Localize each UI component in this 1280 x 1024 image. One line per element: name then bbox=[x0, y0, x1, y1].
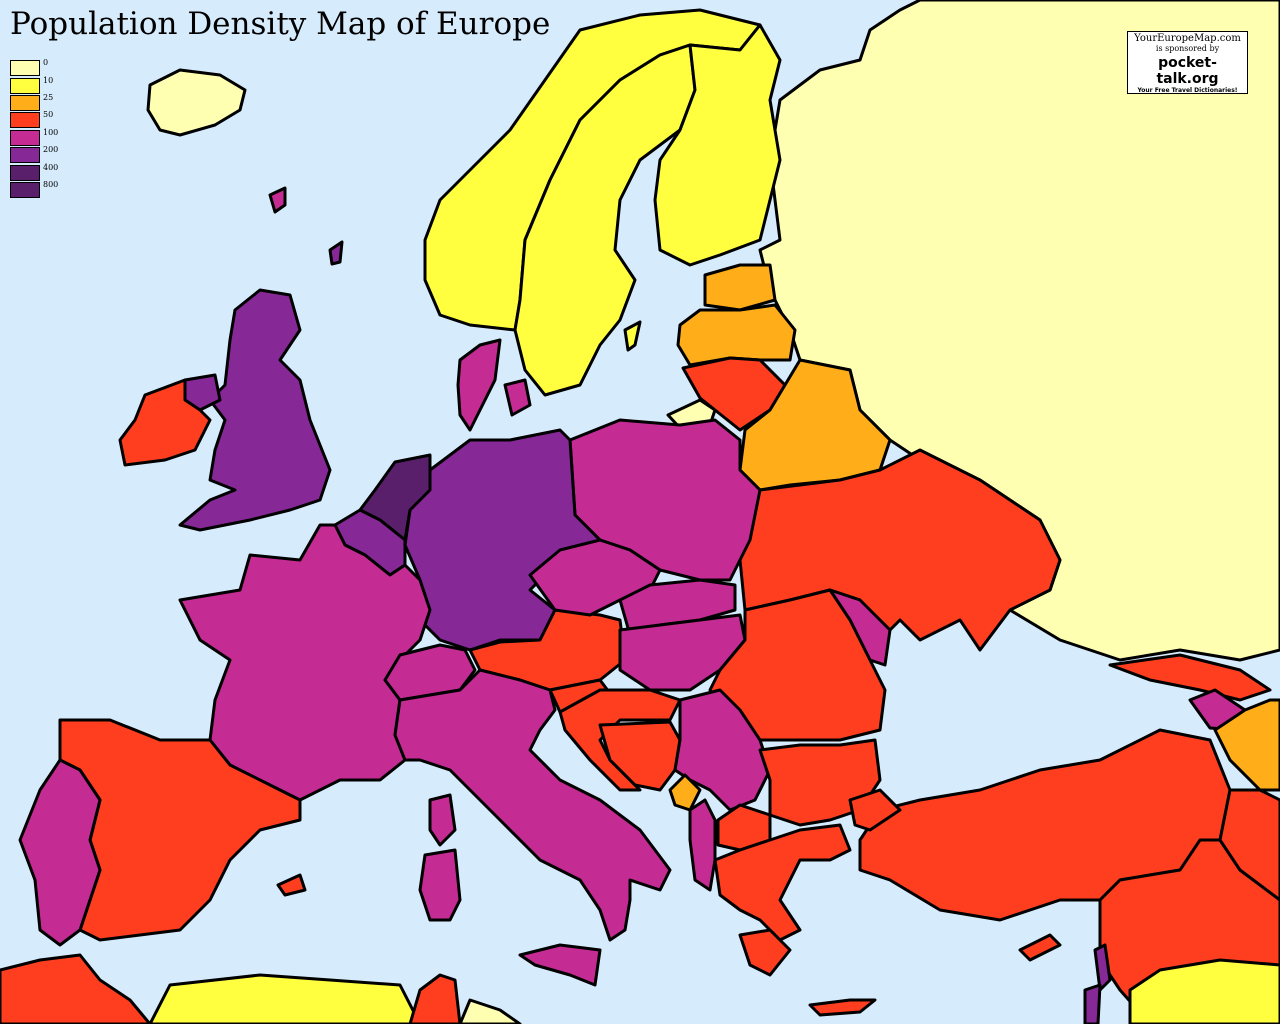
legend-item: 800 bbox=[10, 179, 59, 199]
region-jordan bbox=[1128, 958, 1280, 1024]
legend-label: 50 bbox=[43, 110, 54, 120]
region-sweden bbox=[513, 43, 697, 397]
sponsor-brand[interactable]: pocket-talk.org bbox=[1156, 55, 1219, 87]
region-turkey-thrace bbox=[848, 788, 902, 832]
region-portugal bbox=[18, 758, 102, 947]
region-azerbaijan bbox=[1213, 698, 1280, 792]
region-greece bbox=[713, 823, 852, 942]
legend-swatch bbox=[10, 164, 40, 181]
region-bosnia bbox=[598, 720, 682, 792]
region-romania bbox=[708, 588, 887, 742]
region-georgia bbox=[1108, 653, 1272, 702]
region-montenegro bbox=[668, 773, 702, 812]
region-italy bbox=[393, 668, 672, 942]
region-libya bbox=[458, 998, 522, 1024]
page-title: Population Density Map of Europe bbox=[10, 6, 551, 42]
legend-label: 100 bbox=[43, 127, 59, 137]
region-iceland bbox=[146, 68, 247, 137]
legend-label: 800 bbox=[43, 179, 59, 189]
legend-label: 200 bbox=[43, 145, 59, 155]
region-croatia bbox=[558, 688, 682, 792]
legend-swatch bbox=[10, 181, 40, 198]
legend-item: 10 bbox=[10, 75, 58, 94]
legend-label: 10 bbox=[43, 75, 54, 85]
region-iraq bbox=[1218, 788, 1280, 902]
sponsor-box[interactable]: YourEuropeMap.com is sponsored by pocket… bbox=[1127, 31, 1248, 94]
region-denmark bbox=[456, 338, 502, 432]
legend-item: 0 bbox=[10, 58, 58, 77]
legend-item: 200 bbox=[10, 145, 59, 164]
region-finland bbox=[653, 23, 782, 267]
region-denmark-isl bbox=[503, 378, 532, 417]
region-shetland bbox=[328, 240, 344, 266]
region-estonia bbox=[703, 263, 777, 312]
legend-item: 400 bbox=[10, 162, 59, 181]
legend-swatch bbox=[10, 77, 40, 94]
legend-swatch bbox=[10, 147, 40, 164]
region-balearic bbox=[276, 873, 307, 897]
legend-label: 0 bbox=[43, 58, 49, 68]
sponsor-site[interactable]: YourEuropeMap.com bbox=[1134, 33, 1241, 44]
region-albania bbox=[688, 798, 717, 892]
legend-swatch bbox=[10, 60, 40, 77]
legend-swatch bbox=[10, 112, 40, 129]
region-sicily bbox=[518, 943, 602, 987]
region-israel bbox=[1083, 983, 1102, 1024]
region-faroe bbox=[268, 186, 287, 214]
region-tunisia bbox=[408, 973, 462, 1024]
region-latvia bbox=[676, 303, 797, 367]
legend-label: 25 bbox=[43, 92, 54, 102]
sponsor-note: is sponsored by bbox=[1155, 44, 1220, 53]
sponsor-tagline: Your Free Travel Dictionaries! bbox=[1137, 87, 1238, 94]
region-lebanon bbox=[1093, 943, 1112, 992]
region-crete bbox=[808, 998, 877, 1017]
region-cyprus bbox=[1018, 933, 1062, 962]
legend-item: 100 bbox=[10, 127, 59, 147]
legend-swatch bbox=[10, 94, 40, 111]
legend-swatch bbox=[10, 129, 40, 146]
legend-label: 400 bbox=[43, 162, 59, 172]
region-corsica bbox=[428, 793, 457, 847]
legend-item: 25 bbox=[10, 92, 58, 112]
region-morocco bbox=[0, 953, 152, 1024]
region-gotland bbox=[623, 320, 642, 352]
region-ireland bbox=[118, 378, 212, 467]
legend-item: 50 bbox=[10, 110, 58, 129]
region-peloponnese bbox=[738, 928, 792, 977]
legend: 0 10 25 50 100 200 400 800 bbox=[10, 58, 59, 199]
region-sardinia bbox=[418, 848, 462, 922]
region-algeria bbox=[148, 973, 422, 1024]
